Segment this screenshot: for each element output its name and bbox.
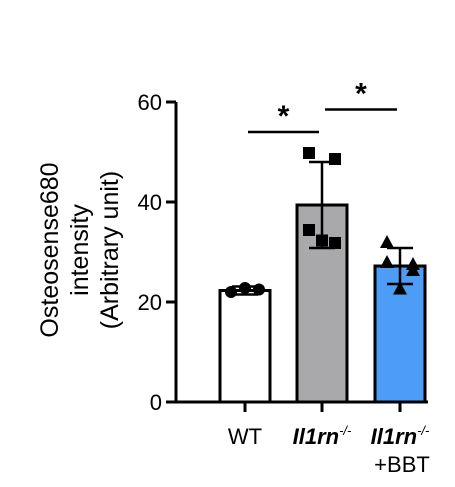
data-points: [225, 147, 420, 298]
bar: [218, 289, 272, 404]
data-point-triangle: [406, 257, 420, 270]
x-tick-label-part: Il1rn: [371, 424, 417, 449]
data-point-square: [329, 237, 341, 249]
bars: [218, 203, 427, 404]
y-axis-label-line: (Arbitrary unit): [96, 171, 124, 329]
y-tick-label: 20: [138, 290, 162, 315]
y-tick-label: 40: [138, 190, 162, 215]
data-point-circle: [225, 286, 237, 298]
data-point-triangle: [393, 281, 407, 295]
y-axis-label-line: intensity: [66, 204, 94, 296]
x-tick-label-part: Il1rn: [293, 424, 339, 449]
y-tick-label: 60: [138, 90, 162, 115]
data-point-triangle: [380, 255, 394, 268]
data-point-square: [329, 153, 341, 165]
y-axis-label-line: Osteosense680: [36, 162, 64, 337]
data-point-square: [303, 224, 315, 236]
data-point-triangle: [380, 235, 394, 248]
data-point-square: [316, 234, 328, 247]
x-tick-label-part: WT: [228, 424, 262, 449]
x-tick-label-line2: +BBT: [374, 452, 430, 477]
x-tick-label: Il1rn-/-: [293, 423, 352, 449]
significance-star: *: [355, 78, 367, 111]
y-axis-label: Osteosense680 intensity (Arbitrary unit): [36, 162, 124, 337]
x-tick-label: WT: [228, 424, 262, 449]
x-tick-label: Il1rn-/-: [371, 423, 430, 449]
x-tick-labels: WT Il1rn-/- Il1rn-/-+BBT: [228, 423, 430, 477]
y-axis: 0 20 40 60: [138, 90, 178, 415]
x-tick-label-part: -/-: [339, 423, 352, 438]
significance-star: *: [278, 100, 290, 133]
significance-annotations: **: [248, 78, 397, 134]
data-point-circle: [253, 283, 265, 296]
x-tick-label-part: -/-: [417, 423, 430, 438]
data-point-square: [303, 147, 315, 159]
data-point-circle: [239, 282, 251, 294]
y-tick-label: 0: [150, 390, 162, 415]
